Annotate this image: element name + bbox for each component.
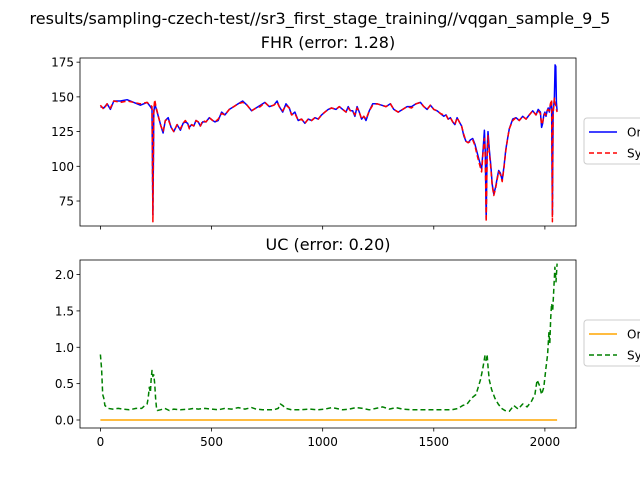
fhr-legend-label: Or xyxy=(627,126,640,140)
uc-legend: Or Sy xyxy=(583,319,640,367)
uc-y-tick-label: 0.0 xyxy=(55,414,74,428)
uc-x-tick-label: 500 xyxy=(200,435,223,449)
fhr-legend: Or Sy xyxy=(583,117,640,165)
uc-x-tick-label: 0 xyxy=(97,435,105,449)
fhr-y-tick-label: 175 xyxy=(51,56,74,70)
fhr-y-tick-label: 100 xyxy=(51,160,74,174)
uc-title: UC (error: 0.20) xyxy=(265,235,390,254)
uc-y-tick-label: 0.5 xyxy=(55,377,74,391)
figure-suptitle: results/sampling-czech-test//sr3_first_s… xyxy=(30,9,611,29)
uc-axes: UC (error: 0.20) 0.0 0.5 1.0 1.5 2.0 0 500 1000… xyxy=(55,235,640,449)
uc-series-synthetic-line xyxy=(99,263,558,413)
uc-series xyxy=(99,263,558,421)
fhr-y-tick-label: 150 xyxy=(51,90,74,104)
fhr-title: FHR (error: 1.28) xyxy=(261,33,395,52)
uc-x-tick-label: 2000 xyxy=(530,435,561,449)
fhr-frame xyxy=(79,57,577,227)
uc-y-tick-label: 2.0 xyxy=(55,268,74,282)
fhr-series-synthetic-line xyxy=(99,97,558,223)
uc-y-tick-label: 1.0 xyxy=(55,341,74,355)
uc-legend-label: Sy xyxy=(627,349,640,363)
fhr-ticks: 75 100 125 150 175 xyxy=(51,56,546,230)
fhr-legend-label: Sy xyxy=(627,147,640,161)
fhr-y-tick-label: 125 xyxy=(51,125,74,139)
fhr-y-tick-label: 75 xyxy=(59,195,74,209)
uc-frame xyxy=(79,259,577,429)
uc-x-tick-label: 1000 xyxy=(307,435,338,449)
uc-y-tick-label: 1.5 xyxy=(55,304,74,318)
uc-legend-label: Or xyxy=(627,328,640,342)
fhr-series xyxy=(99,64,558,223)
fhr-axes: FHR (error: 1.28) 75 100 125 150 175 Or Sy xyxy=(51,33,640,230)
uc-x-tick-label: 1500 xyxy=(419,435,450,449)
uc-ticks: 0.0 0.5 1.0 1.5 2.0 0 500 1000 1500 2000 xyxy=(55,268,560,449)
